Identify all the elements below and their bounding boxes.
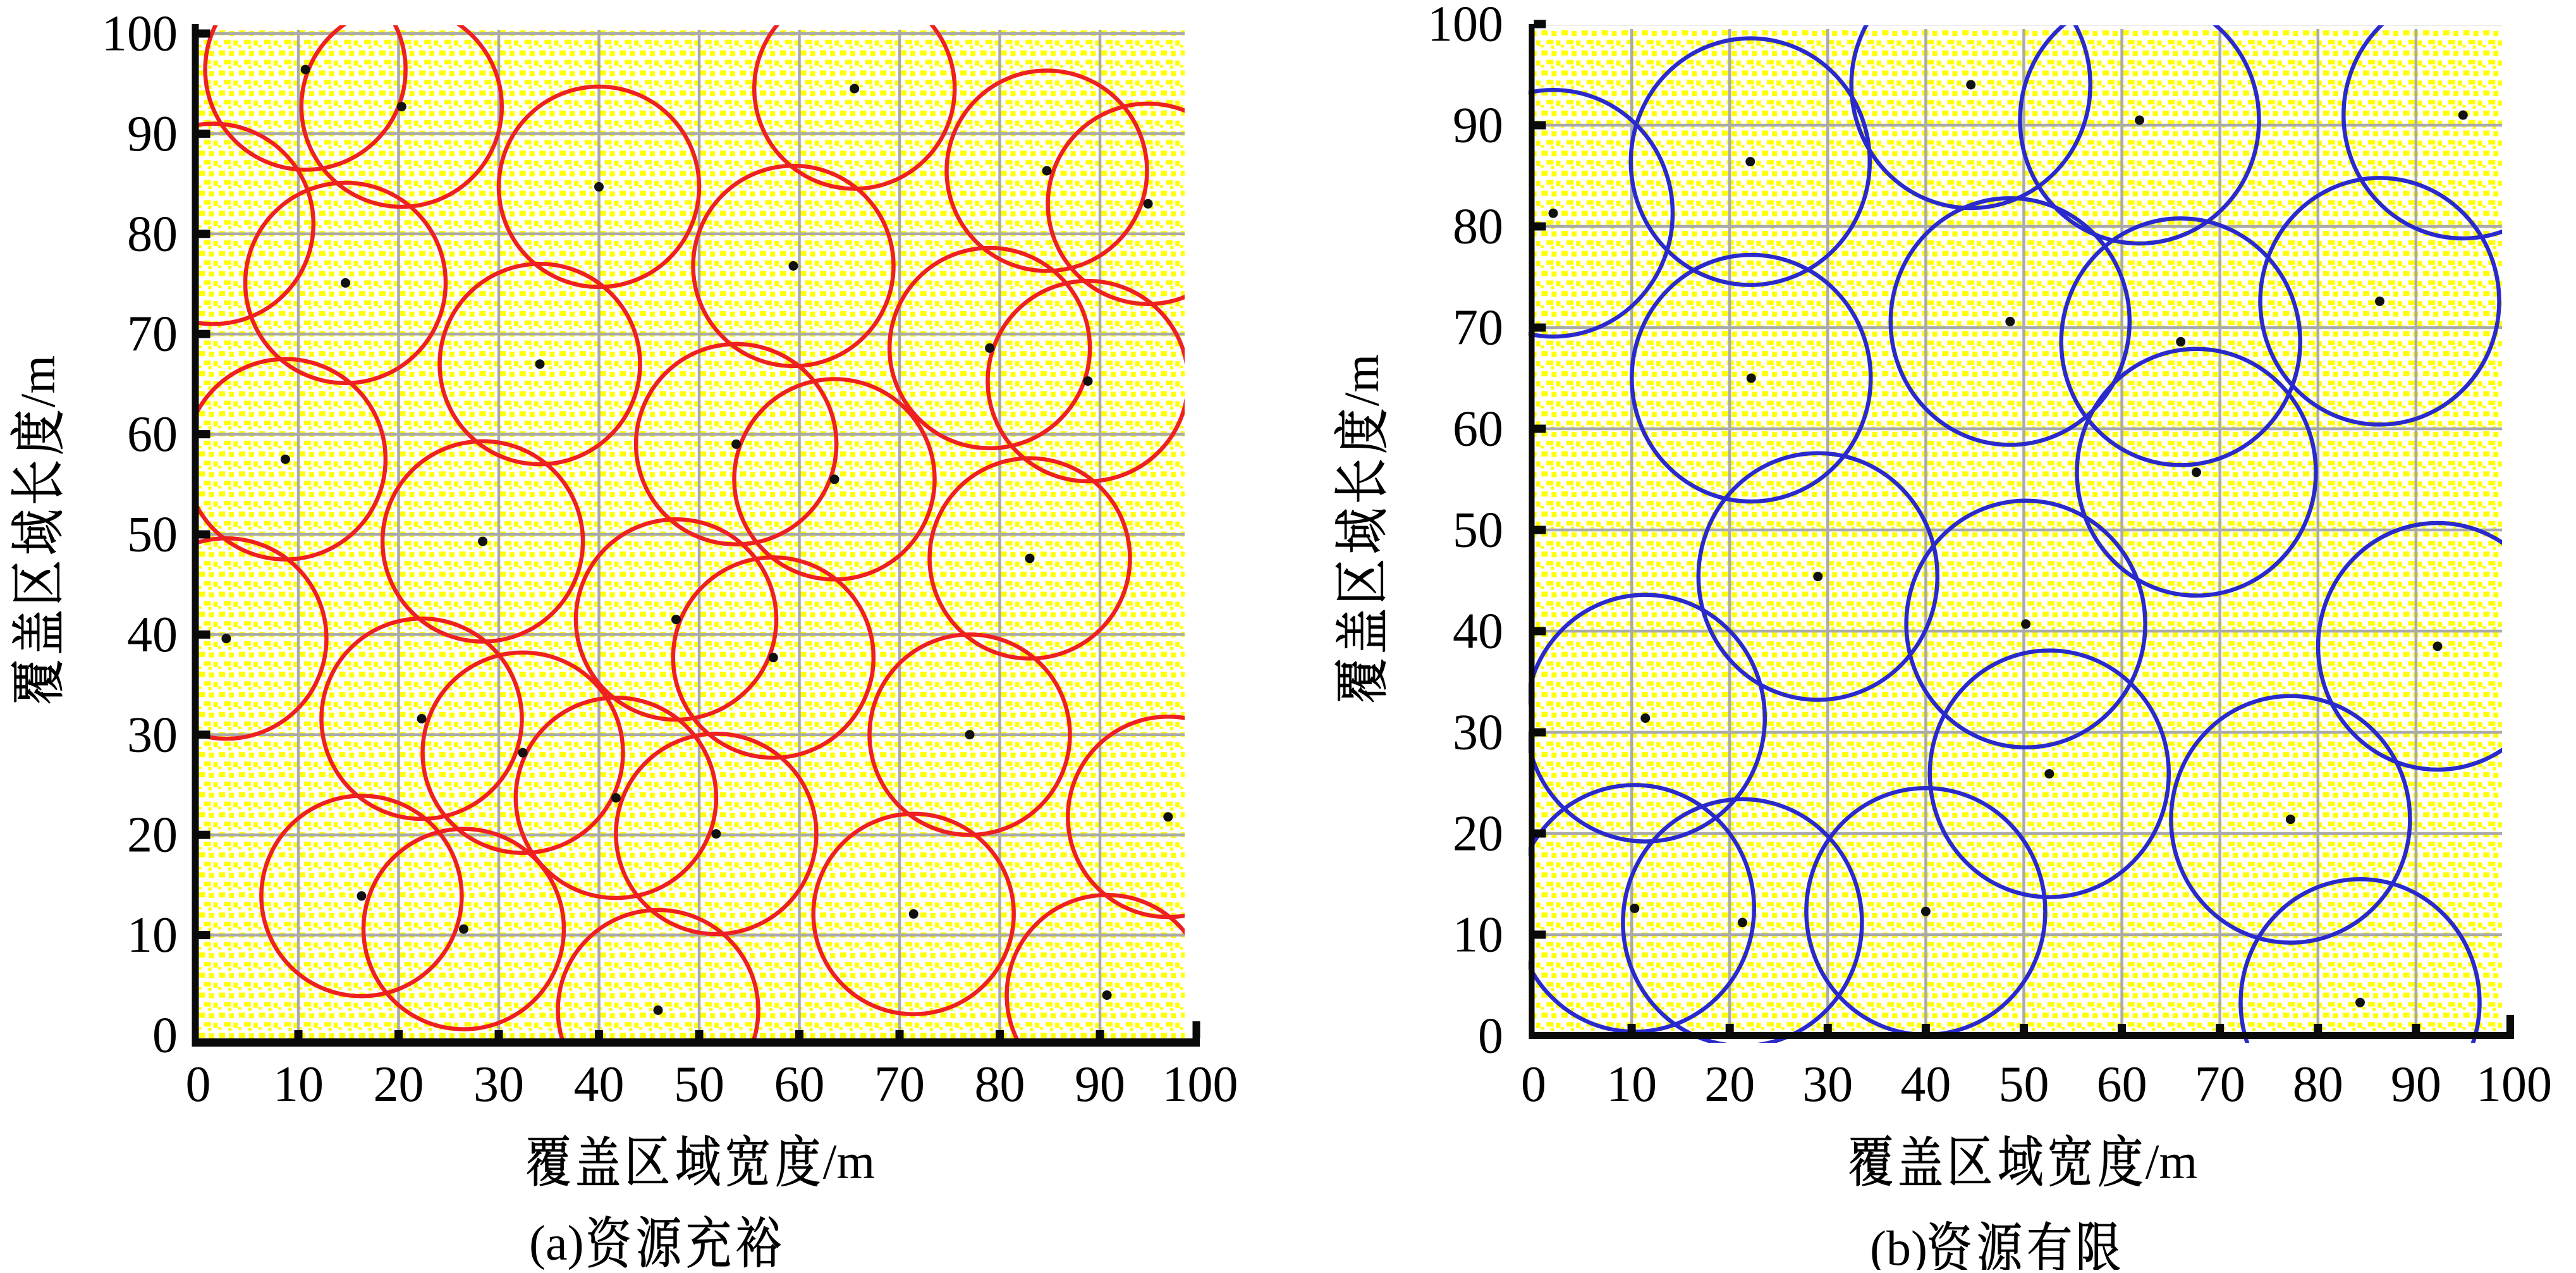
svg-text:0: 0 xyxy=(152,1008,178,1064)
svg-text:10: 10 xyxy=(1453,907,1503,963)
svg-text:90: 90 xyxy=(127,106,178,162)
svg-text:100: 100 xyxy=(102,6,178,62)
svg-text:60: 60 xyxy=(774,1057,825,1112)
svg-text:/m: /m xyxy=(2146,1134,2197,1189)
svg-text:30: 30 xyxy=(473,1057,524,1112)
svg-text:20: 20 xyxy=(1704,1057,1755,1112)
svg-text:70: 70 xyxy=(874,1057,925,1112)
svg-text:10: 10 xyxy=(127,907,178,963)
svg-text:80: 80 xyxy=(2293,1057,2343,1112)
svg-text:30: 30 xyxy=(1453,705,1503,761)
svg-text:80: 80 xyxy=(1453,199,1503,255)
svg-text:30: 30 xyxy=(1802,1057,1853,1112)
svg-text:50: 50 xyxy=(1999,1057,2049,1112)
svg-text:100: 100 xyxy=(2476,1057,2552,1112)
svg-text:0: 0 xyxy=(1478,1009,1503,1064)
svg-text:0: 0 xyxy=(186,1057,211,1112)
svg-text:(b): (b) xyxy=(1870,1221,1927,1270)
svg-text:90: 90 xyxy=(1453,98,1503,154)
svg-text:60: 60 xyxy=(1453,402,1503,457)
svg-text:90: 90 xyxy=(2391,1057,2441,1112)
svg-text:/m: /m xyxy=(823,1134,875,1189)
svg-text:80: 80 xyxy=(975,1057,1025,1112)
svg-text:60: 60 xyxy=(127,407,178,462)
svg-text:40: 40 xyxy=(574,1057,625,1112)
svg-text:/m: /m xyxy=(1334,354,1389,406)
svg-text:40: 40 xyxy=(127,607,178,663)
svg-text:50: 50 xyxy=(674,1057,724,1112)
svg-text:70: 70 xyxy=(127,307,178,362)
svg-text:50: 50 xyxy=(127,507,178,563)
svg-text:60: 60 xyxy=(2097,1057,2147,1112)
svg-text:70: 70 xyxy=(1453,300,1503,356)
svg-text:20: 20 xyxy=(374,1057,424,1112)
svg-text:0: 0 xyxy=(1521,1057,1546,1112)
svg-text:70: 70 xyxy=(2195,1057,2245,1112)
svg-text:10: 10 xyxy=(1606,1057,1657,1112)
svg-text:100: 100 xyxy=(1427,0,1503,52)
svg-text:(a): (a) xyxy=(529,1215,584,1270)
svg-text:40: 40 xyxy=(1900,1057,1951,1112)
svg-text:20: 20 xyxy=(127,808,178,863)
svg-text:10: 10 xyxy=(273,1057,324,1112)
svg-text:100: 100 xyxy=(1163,1057,1238,1112)
svg-text:50: 50 xyxy=(1453,503,1503,558)
svg-text:30: 30 xyxy=(127,707,178,763)
svg-text:80: 80 xyxy=(127,206,178,262)
svg-text:90: 90 xyxy=(1075,1057,1125,1112)
svg-text:20: 20 xyxy=(1453,806,1503,862)
svg-text:40: 40 xyxy=(1453,604,1503,660)
svg-text:/m: /m xyxy=(10,355,65,407)
